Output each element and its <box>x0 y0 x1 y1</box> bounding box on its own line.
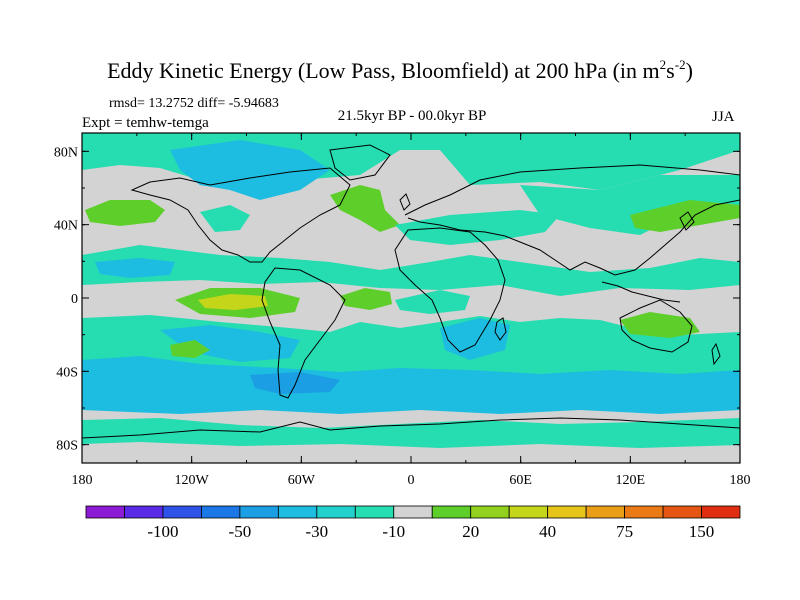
coastline-new-zealand <box>711 342 721 366</box>
colorbar-swatch <box>162 505 202 519</box>
colorbar-swatch <box>470 505 510 519</box>
colorbar-swatch <box>508 505 549 519</box>
coastline-greenland <box>329 144 391 181</box>
east-asia-green <box>630 200 740 232</box>
coastline-uk <box>399 193 411 211</box>
coastlines <box>82 144 740 439</box>
coastline-japan <box>679 211 695 231</box>
north-pacific-green <box>85 200 165 226</box>
equator-atlantic-green <box>340 288 392 310</box>
coastline-maritime-continent <box>601 281 681 303</box>
lon-tick-label: 60W <box>288 473 316 488</box>
stats-label: rmsd= 13.2752 diff= -5.94683 <box>109 96 279 111</box>
map-panel <box>82 133 740 463</box>
lat-tick-label: 0 <box>71 292 78 307</box>
lat-tick-label: 40S <box>56 365 78 380</box>
axis-tick-labels: 80N 40N 0 40S 80S 180 120W 60W 0 60E 120E 180 <box>54 145 751 488</box>
colorbar-label: 20 <box>462 522 479 541</box>
colorbar-swatch <box>701 505 741 519</box>
colorbar-swatch <box>431 505 472 519</box>
colorbar-swatch <box>547 505 587 519</box>
period-label: 21.5kyr BP - 00.0kyr BP <box>337 108 487 124</box>
australia-green <box>620 312 700 338</box>
coastline-south-america <box>261 267 346 399</box>
colorbar-label: 75 <box>616 522 633 541</box>
coastline-africa <box>394 227 506 353</box>
colorbar-swatch <box>354 505 395 519</box>
colorbar-label: -10 <box>382 522 405 541</box>
coastline-australia <box>619 299 693 353</box>
atlantic-green <box>330 185 400 232</box>
lon-tick-label: 0 <box>408 473 415 488</box>
colorbar-label: -100 <box>147 522 178 541</box>
colorbar-swatch <box>201 505 241 519</box>
colorbar-swatch <box>124 505 164 519</box>
lon-tick-label: 120E <box>616 473 646 488</box>
lat-tick-label: 40N <box>54 219 78 234</box>
colorbar-label: 40 <box>539 522 556 541</box>
lon-tick-label: 120W <box>175 473 210 488</box>
mediterranean-teal <box>395 210 560 245</box>
lat-tick-label: 80S <box>56 439 78 454</box>
colorbar-swatch <box>585 505 625 519</box>
season-label: JJA <box>712 109 735 125</box>
colorbar-label: 150 <box>689 522 715 541</box>
colorbar-label: -50 <box>229 522 252 541</box>
equator-pacific-yellow <box>198 294 268 310</box>
lon-tick-label: 60E <box>509 473 532 488</box>
plot-title: Eddy Kinetic Energy (Low Pass, Bloomfiel… <box>107 57 693 83</box>
southern-ocean-blue <box>250 372 340 394</box>
lon-tick-label: 180 <box>730 473 751 488</box>
coastline-madagascar <box>494 317 507 341</box>
lon-tick-label: 180 <box>72 473 93 488</box>
experiment-label: Expt = temhw-temga <box>82 115 209 131</box>
colorbar-swatch <box>239 505 279 519</box>
colorbar-swatch <box>624 505 664 519</box>
colorbar-swatch <box>316 505 356 519</box>
west-america-teal <box>200 205 250 232</box>
lat-tick-label: 80N <box>54 145 78 160</box>
antarctic-teal <box>82 418 740 448</box>
axis-ticks <box>81 133 741 463</box>
north-subtropic-teal <box>82 245 740 296</box>
south-ocean-cyan <box>82 356 740 414</box>
north-subtropic-cyan <box>95 258 175 278</box>
coastline-antarctica <box>82 417 740 439</box>
coastline-north-america <box>130 167 351 263</box>
colorbar-swatch <box>85 505 125 519</box>
colorbar: -100 -50 -30 -10 20 40 75 150 <box>85 505 741 541</box>
coastline-europe-asia <box>404 164 740 276</box>
south-atlantic-green <box>170 340 210 358</box>
colorbar-swatch <box>393 505 433 519</box>
colorbar-swatch <box>662 505 702 519</box>
colorbar-label: -30 <box>305 522 328 541</box>
asia-teal <box>520 175 740 235</box>
colorbar-swatch <box>277 505 318 519</box>
